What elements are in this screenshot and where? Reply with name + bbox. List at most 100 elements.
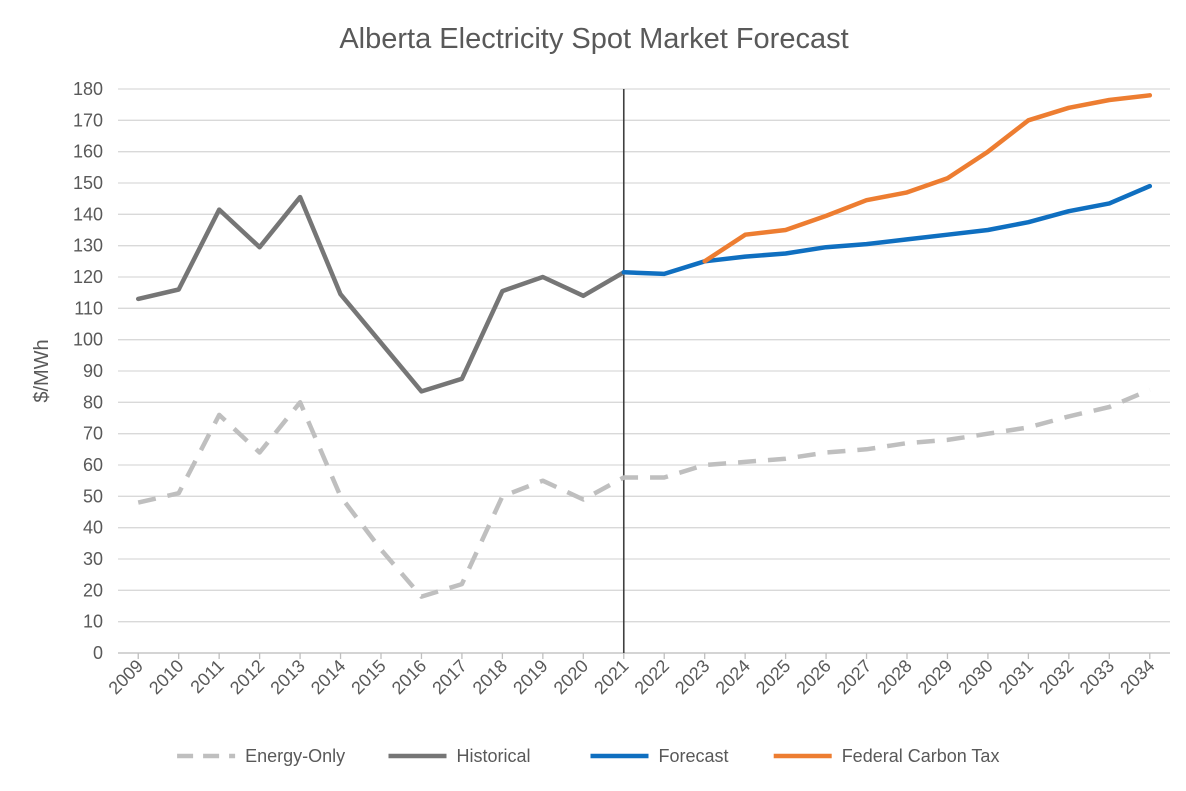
- data-point-historical: [217, 208, 221, 212]
- x-tick-label: 2012: [226, 656, 268, 698]
- data-point-forecast: [945, 233, 949, 237]
- legend-item: Federal Carbon Tax: [773, 746, 1000, 766]
- data-point-energy-only: [500, 494, 504, 498]
- data-point-energy-only: [743, 460, 747, 464]
- series-line-federal-carbon-tax: [702, 93, 1153, 264]
- series-line-energy-only: [137, 387, 1151, 599]
- x-tick-label: 2017: [428, 656, 470, 698]
- series-line-forecast: [621, 183, 1153, 277]
- data-point-historical: [298, 195, 302, 199]
- y-tick-label: 160: [73, 142, 103, 162]
- x-tick-label: 2015: [347, 656, 389, 698]
- x-tick-label: 2021: [590, 656, 632, 698]
- data-point-energy-only: [703, 463, 707, 467]
- data-point-federal-carbon-tax: [1067, 106, 1071, 110]
- data-point-forecast: [743, 255, 747, 259]
- data-point-energy-only: [1148, 388, 1152, 392]
- y-tick-label: 130: [73, 236, 103, 256]
- legend-item: Energy-Only: [177, 746, 345, 766]
- x-tick-label: 2029: [914, 656, 956, 698]
- data-point-federal-carbon-tax: [865, 198, 869, 202]
- data-point-energy-only: [379, 548, 383, 552]
- data-point-energy-only: [339, 494, 343, 498]
- data-point-historical: [581, 294, 585, 298]
- series-lines: [135, 93, 1153, 599]
- data-point-energy-only: [1067, 414, 1071, 418]
- x-tick-label: 2013: [266, 656, 308, 698]
- data-point-forecast: [622, 270, 626, 274]
- data-point-federal-carbon-tax: [743, 233, 747, 237]
- legend-label: Forecast: [659, 746, 729, 766]
- legend-item: Forecast: [590, 746, 729, 766]
- x-tick-label: 2030: [954, 656, 996, 698]
- x-tick-label: 2031: [995, 656, 1037, 698]
- x-tick-label: 2026: [792, 656, 834, 698]
- x-tick-label: 2018: [469, 656, 511, 698]
- axes: 0102030405060708090100110120130140150160…: [73, 79, 1170, 698]
- y-tick-label: 120: [73, 267, 103, 287]
- x-tick-label: 2020: [550, 656, 592, 698]
- x-tick-label: 2032: [1035, 656, 1077, 698]
- x-tick-label: 2019: [509, 656, 551, 698]
- data-point-forecast: [986, 228, 990, 232]
- data-point-energy-only: [1107, 405, 1111, 409]
- series-line-historical: [135, 194, 627, 394]
- data-point-energy-only: [136, 501, 140, 505]
- y-tick-label: 180: [73, 79, 103, 99]
- y-tick-label: 60: [83, 455, 103, 475]
- x-tick-label: 2016: [388, 656, 430, 698]
- data-point-energy-only: [581, 497, 585, 501]
- data-point-federal-carbon-tax: [784, 228, 788, 232]
- data-point-energy-only: [258, 450, 262, 454]
- x-tick-label: 2010: [145, 656, 187, 698]
- x-tick-label: 2023: [671, 656, 713, 698]
- x-tick-label: 2009: [105, 656, 147, 698]
- legend-label: Federal Carbon Tax: [842, 746, 1000, 766]
- y-tick-label: 170: [73, 110, 103, 130]
- data-point-energy-only: [824, 450, 828, 454]
- y-tick-label: 30: [83, 549, 103, 569]
- y-tick-label: 110: [74, 298, 103, 318]
- y-axis-label: $/MWh: [31, 339, 53, 402]
- gridlines: [118, 88, 1170, 654]
- legend-item: Historical: [388, 746, 531, 766]
- data-point-energy-only: [784, 457, 788, 461]
- data-point-energy-only: [298, 400, 302, 404]
- data-point-forecast: [1107, 201, 1111, 205]
- data-point-forecast: [784, 252, 788, 256]
- x-tick-label: 2022: [631, 656, 673, 698]
- data-point-historical: [379, 341, 383, 345]
- legend-label: Energy-Only: [245, 746, 345, 766]
- y-tick-label: 90: [83, 361, 103, 381]
- y-tick-label: 40: [83, 518, 103, 538]
- legend: Energy-Only Historical Forecast Federal Car…: [177, 746, 999, 766]
- y-tick-label: 0: [93, 643, 103, 663]
- data-point-federal-carbon-tax: [986, 150, 990, 154]
- data-point-federal-carbon-tax: [1107, 98, 1111, 102]
- y-tick-label: 150: [73, 173, 103, 193]
- x-tick-label: 2014: [307, 656, 349, 698]
- data-point-forecast: [1067, 209, 1071, 213]
- y-tick-label: 70: [83, 424, 103, 444]
- y-tick-label: 20: [83, 580, 103, 600]
- x-tick-label: 2027: [833, 656, 875, 698]
- data-point-energy-only: [541, 479, 545, 483]
- chart-title: Alberta Electricity Spot Market Forecast: [339, 23, 848, 55]
- y-tick-label: 140: [73, 204, 103, 224]
- data-point-historical: [258, 245, 262, 249]
- x-tick-label: 2034: [1116, 656, 1158, 698]
- x-tick-label: 2028: [873, 656, 915, 698]
- data-point-energy-only: [622, 476, 626, 480]
- data-point-energy-only: [217, 413, 221, 417]
- data-point-historical: [136, 297, 140, 301]
- data-point-forecast: [1026, 220, 1030, 224]
- data-point-federal-carbon-tax: [945, 176, 949, 180]
- x-tick-label: 2011: [186, 656, 228, 698]
- data-point-federal-carbon-tax: [1026, 118, 1030, 122]
- legend-label: Historical: [457, 746, 531, 766]
- x-tick-label: 2033: [1076, 656, 1118, 698]
- data-point-energy-only: [460, 582, 464, 586]
- y-tick-label: 80: [83, 392, 103, 412]
- data-point-forecast: [662, 272, 666, 276]
